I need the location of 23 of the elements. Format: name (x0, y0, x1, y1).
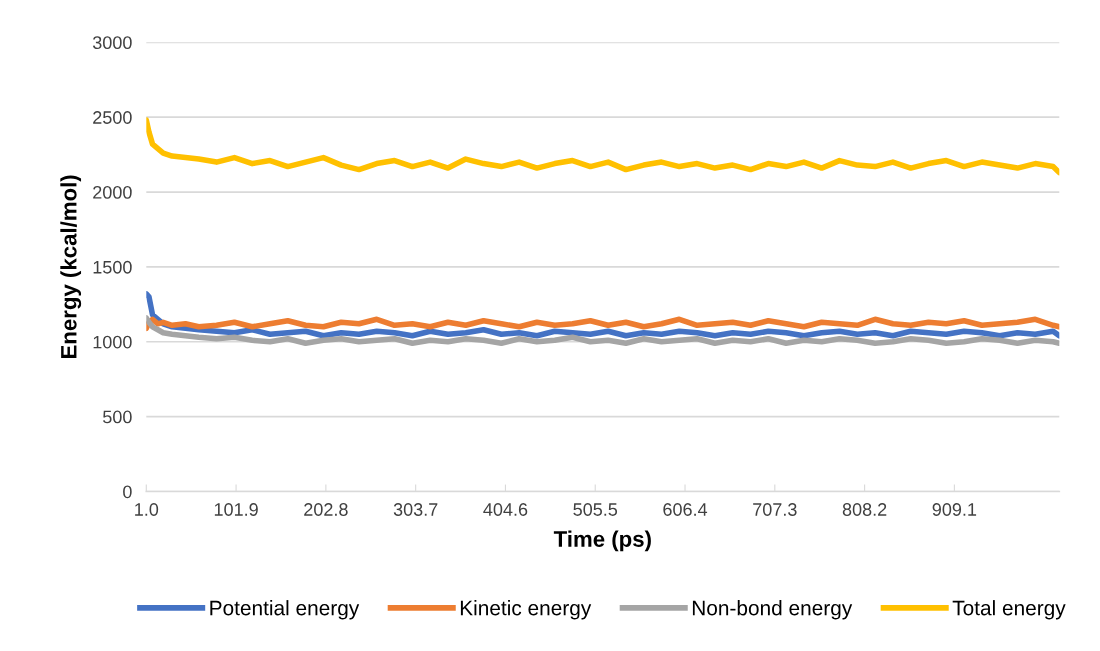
y-tick-label: 2500 (93, 111, 132, 124)
x-tick-label: 404.6 (483, 503, 528, 516)
legend-label: Kinetic energy (460, 600, 592, 620)
y-tick-label: 1500 (93, 260, 132, 274)
x-tick-label: 303.7 (393, 503, 438, 516)
y-tick-label: 0 (123, 485, 132, 499)
x-tick-label: 707.3 (753, 503, 797, 516)
x-tick-label: 808.2 (842, 503, 887, 516)
y-tick-label: 2000 (93, 185, 132, 199)
x-tick-label: 909.1 (932, 503, 977, 516)
legend-label: Non-bond energy (692, 600, 853, 620)
legend-label: Potential energy (210, 600, 360, 620)
y-axis-title: Energy (kcal/mol) (60, 175, 82, 359)
x-tick-label: 606.4 (663, 503, 708, 516)
x-tick-label: 202.8 (304, 503, 348, 516)
x-tick-label: 505.5 (573, 503, 618, 516)
y-tick-label: 3000 (92, 36, 132, 50)
legend-label: Total energy (952, 600, 1066, 620)
y-tick-label: 1000 (93, 335, 132, 349)
x-axis-title: Time (ps) (553, 530, 651, 552)
x-tick-label: 101.9 (214, 503, 258, 516)
y-tick-label: 500 (103, 410, 132, 424)
x-tick-label: 1.0 (135, 503, 159, 516)
